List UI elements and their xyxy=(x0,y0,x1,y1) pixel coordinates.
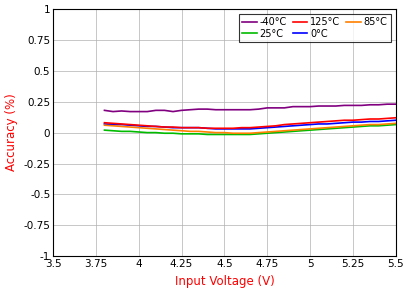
X-axis label: Input Voltage (V): Input Voltage (V) xyxy=(175,275,274,288)
Legend: -40°C, 25°C, 125°C, 0°C, 85°C: -40°C, 25°C, 125°C, 0°C, 85°C xyxy=(239,14,391,42)
Y-axis label: Accuracy (%): Accuracy (%) xyxy=(5,94,18,171)
